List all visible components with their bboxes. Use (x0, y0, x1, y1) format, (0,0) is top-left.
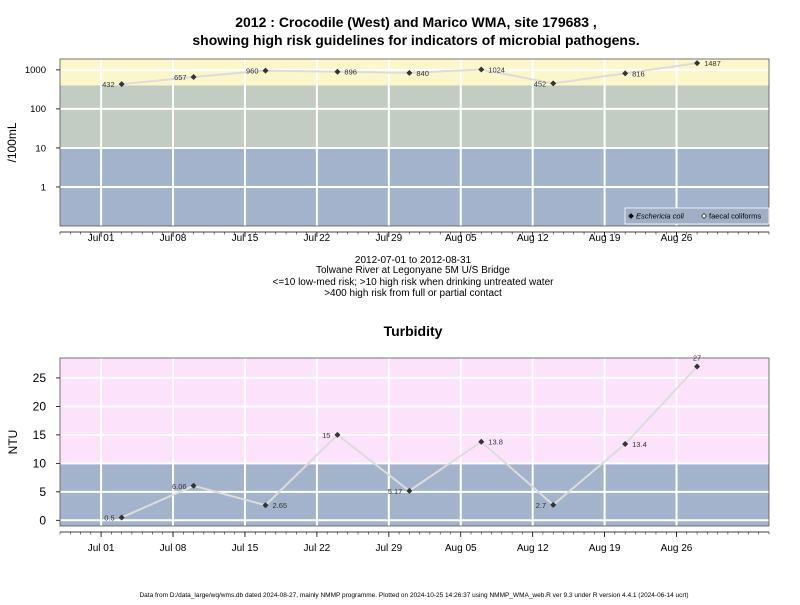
caption-site-name: Tolwane River at Legonyane 5M U/S Bridge (316, 265, 510, 276)
turbidity-y-tick-label-4: 20 (33, 400, 47, 414)
turbidity-data-point-8 (694, 363, 701, 370)
microbial-data-label-7: 816 (632, 69, 645, 78)
microbial-legend-marker-0 (628, 213, 634, 219)
microbial-y-tick-label-0: 1 (41, 182, 46, 193)
microbial-data-label-6: 452 (534, 79, 547, 88)
turbidity-x-tick-label-3: Jul 22 (304, 543, 331, 554)
turbidity-x-tick-label-1: Jul 08 (160, 543, 187, 554)
turbidity-x-tick-label-8: Aug 26 (661, 543, 693, 554)
turbidity-data-label-6: 2.7 (536, 501, 546, 510)
microbial-data-label-4: 840 (416, 69, 429, 78)
microbial-data-label-1: 657 (174, 73, 187, 82)
turbidity-x-tick-label-6: Aug 12 (517, 543, 549, 554)
microbial-x-tick-label-7: Aug 19 (589, 233, 621, 244)
turbidity-risk-band-1 (60, 358, 769, 464)
microbial-chart: Jul 01 Jul 08 Jul 15 Jul 22 Jul 29 Aug 05 Aug … (5, 58, 770, 244)
microbial-y-tick-label-1: 10 (35, 143, 46, 154)
microbial-y-tick-label-3: 1000 (25, 65, 46, 76)
microbial-data-point-3 (334, 68, 341, 75)
turbidity-y-tick-label-0: 0 (39, 514, 46, 528)
turbidity-data-label-5: 13.8 (488, 438, 503, 447)
turbidity-data-label-3: 15 (322, 431, 330, 440)
microbial-data-point-1 (190, 74, 197, 81)
caption-drinking-risk: <=10 low-med risk; >10 high risk when dr… (273, 277, 555, 288)
microbial-y-tick-label-2: 100 (30, 104, 46, 115)
microbial-x-tick-label-3: Jul 22 (304, 233, 331, 244)
microbial-legend-label-1: faecal coliforms (709, 212, 761, 221)
turbidity-x-tick-label-4: Jul 29 (375, 543, 402, 554)
turbidity-y-tick-label-5: 25 (33, 371, 47, 385)
turbidity-data-point-6 (550, 501, 557, 508)
turbidity-x-tick-label-2: Jul 15 (232, 543, 259, 554)
turbidity-data-label-7: 13.4 (632, 440, 647, 449)
footer-note: Data from D:/data_large/wq/wms.db dated … (139, 592, 688, 599)
turbidity-data-label-0: 0.5 (104, 513, 114, 522)
microbial-data-point-2 (262, 67, 269, 74)
microbial-data-label-8: 1487 (704, 59, 721, 68)
microbial-x-tick-label-1: Jul 08 (160, 233, 187, 244)
turbidity-plot-frame (59, 357, 770, 527)
turbidity-x-tick-label-0: Jul 01 (88, 543, 115, 554)
microbial-data-point-0 (118, 81, 125, 88)
turbidity-title: Turbidity (384, 323, 443, 339)
microbial-x-tick-label-8: Aug 26 (661, 233, 693, 244)
microbial-data-label-5: 1024 (488, 65, 505, 74)
microbial-data-label-3: 896 (344, 68, 357, 77)
microbial-data-label-2: 960 (246, 67, 259, 76)
microbial-data-point-7 (622, 70, 629, 77)
microbial-risk-band-1 (60, 85, 769, 148)
microbial-x-tick-label-6: Aug 12 (517, 233, 549, 244)
microbial-x-tick-label-5: Aug 05 (445, 233, 477, 244)
turbidity-data-point-5 (478, 438, 485, 445)
microbial-data-point-4 (406, 69, 413, 76)
microbial-data-point-6 (550, 80, 557, 87)
turbidity-y-tick-label-3: 15 (33, 428, 47, 442)
turbidity-data-label-1: 6.06 (172, 482, 187, 491)
microbial-x-tick-label-2: Jul 15 (232, 233, 259, 244)
turbidity-x-tick-label-5: Aug 05 (445, 543, 477, 554)
turbidity-data-point-7 (622, 440, 629, 447)
caption-date-range: 2012-07-01 to 2012-08-31 (355, 255, 472, 266)
microbial-data-point-8 (694, 60, 701, 67)
caption-contact-risk: >400 high risk from full or partial cont… (324, 288, 502, 299)
microbial-data-label-0: 432 (102, 80, 115, 89)
turbidity-data-point-4 (406, 487, 413, 494)
turbidity-x-tick-label-7: Aug 19 (589, 543, 621, 554)
turbidity-chart: Jul 01 Jul 08 Jul 15 Jul 22 Jul 29 Aug 05 Aug … (6, 354, 770, 554)
microbial-legend-label-0: Eschericia coli (636, 212, 684, 221)
turbidity-data-point-3 (334, 431, 341, 438)
microbial-x-tick-label-4: Jul 29 (375, 233, 402, 244)
turbidity-data-point-0 (118, 514, 125, 521)
report-title-line-1: 2012 : Crocodile (West) and Marico WMA, … (235, 14, 597, 30)
turbidity-data-label-4: 5.17 (388, 487, 403, 496)
microbial-legend-box (624, 207, 770, 225)
microbial-data-point-5 (478, 66, 485, 73)
turbidity-data-point-1 (190, 482, 197, 489)
turbidity-y-tick-label-1: 5 (39, 485, 46, 499)
turbidity-data-point-2 (262, 502, 269, 509)
turbidity-y-tick-label-2: 10 (33, 457, 47, 471)
microbial-y-axis-label: /100mL (5, 122, 19, 162)
report-title-line-2: showing high risk guidelines for indicat… (192, 32, 639, 48)
turbidity-data-label-2: 2.65 (273, 501, 288, 510)
turbidity-data-label-8: 27 (693, 354, 701, 363)
microbial-legend-marker-1 (701, 213, 707, 219)
microbial-plot-frame (59, 58, 770, 227)
turbidity-y-axis-label: NTU (6, 430, 20, 455)
microbial-x-tick-label-0: Jul 01 (88, 233, 115, 244)
turbidity-risk-band-0 (60, 463, 769, 526)
